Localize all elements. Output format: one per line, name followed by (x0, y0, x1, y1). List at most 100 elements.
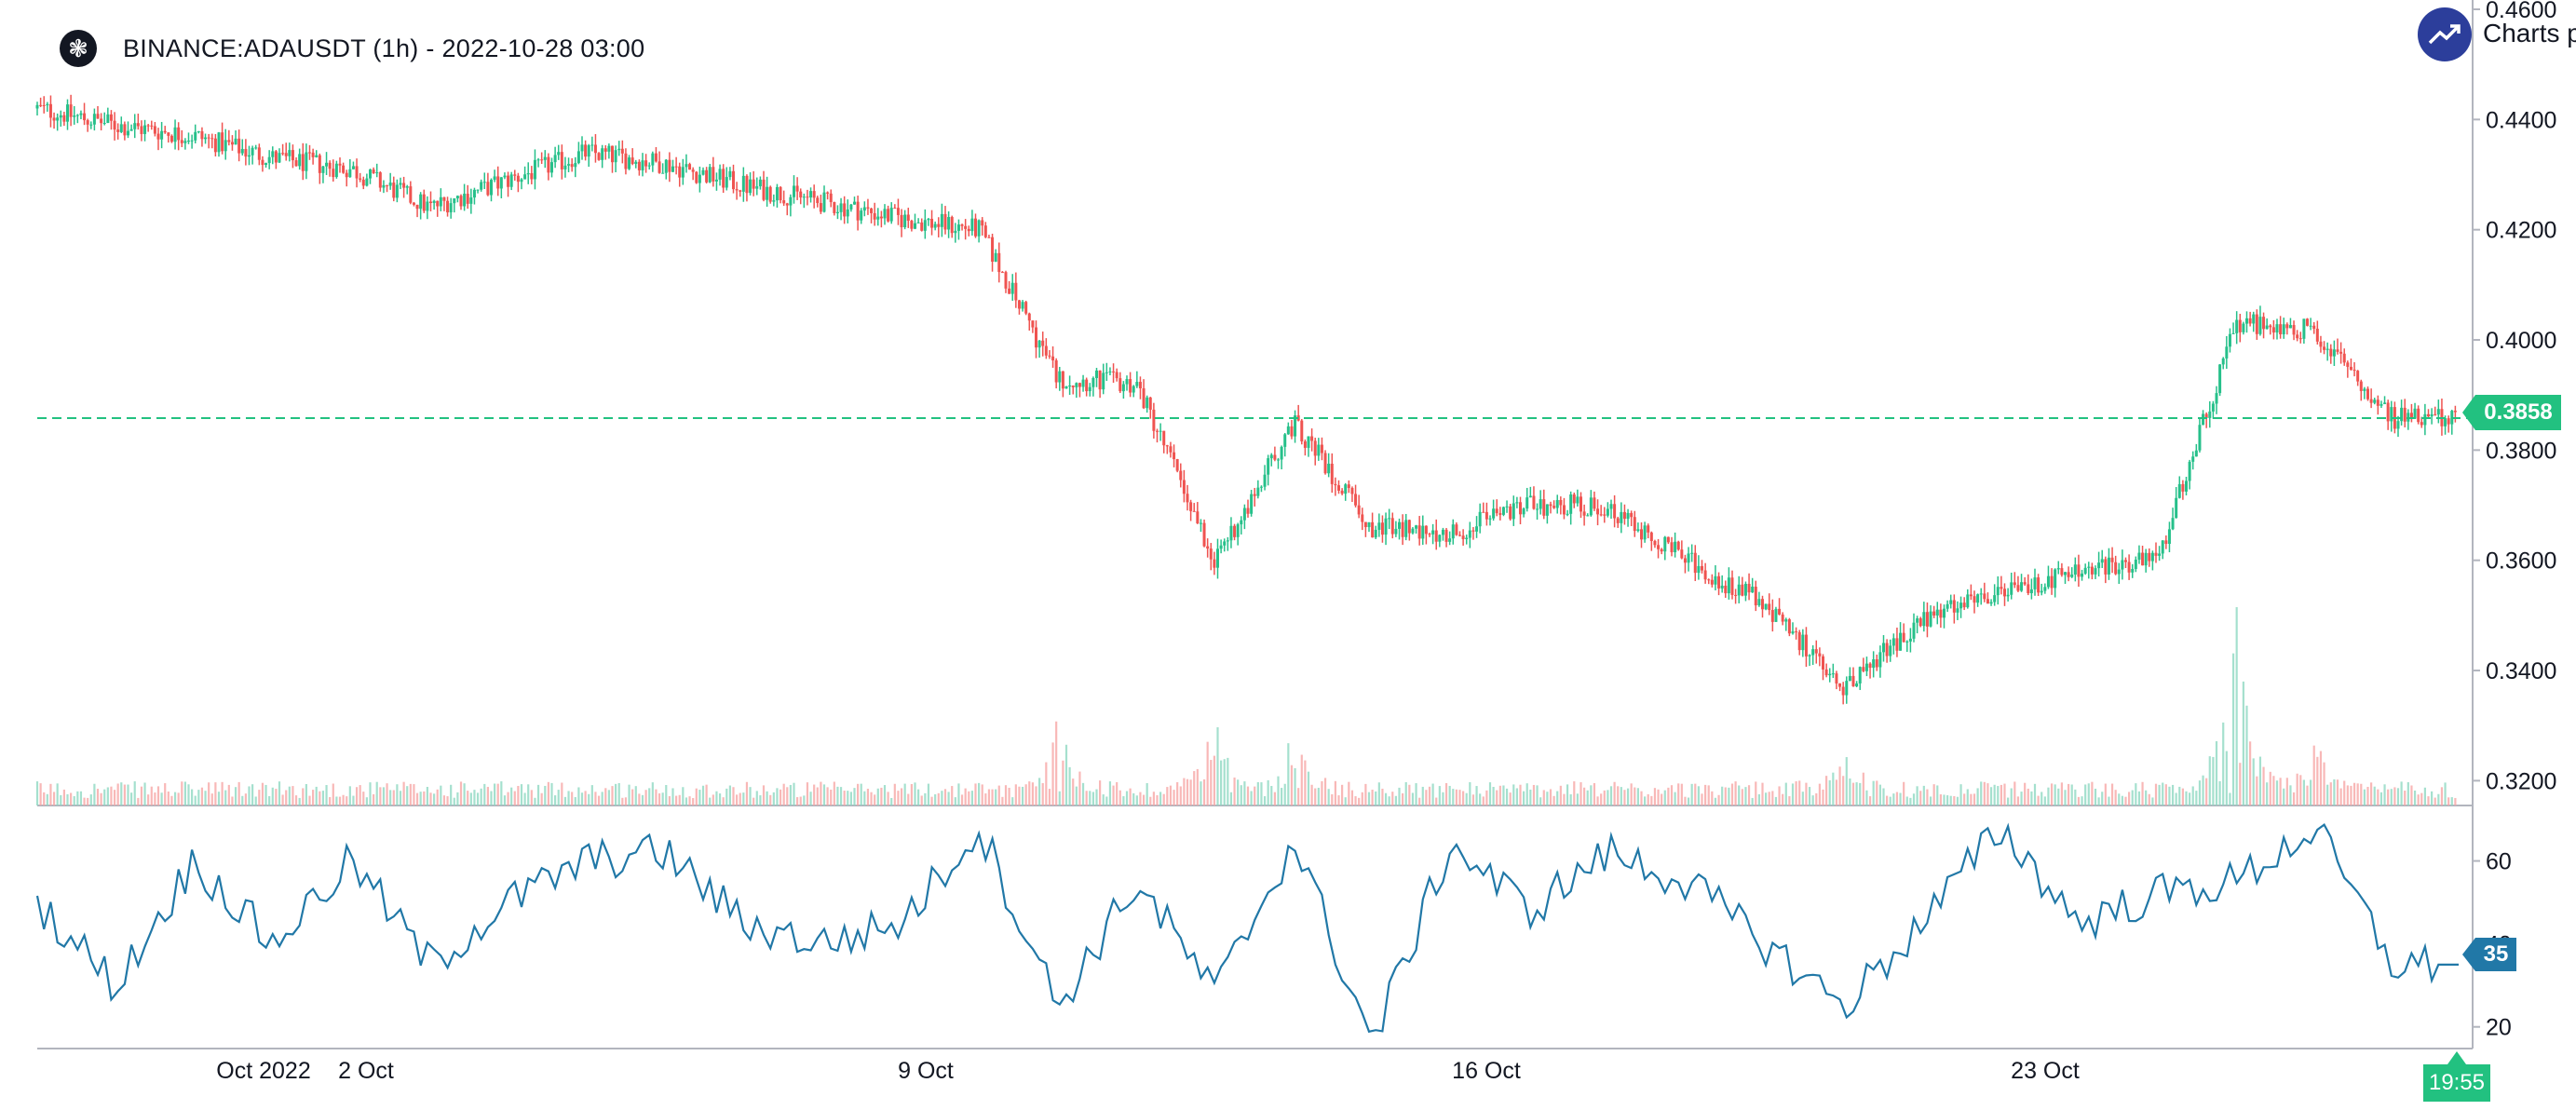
candle-body (1851, 675, 1855, 686)
candle-body (1267, 458, 1270, 475)
candle-body (56, 117, 60, 121)
candle-body (2097, 562, 2101, 569)
candle-body (291, 150, 294, 161)
candle-body (496, 176, 500, 189)
candle-body (816, 197, 820, 204)
brand-text[interactable]: Charts p (2483, 19, 2576, 47)
candle-body (2269, 325, 2272, 328)
candle-body (89, 124, 93, 126)
candle-body (688, 164, 692, 170)
candle-body (1240, 520, 1243, 525)
candle-body (197, 131, 200, 133)
candle-body (507, 175, 510, 187)
candle-body (1899, 632, 1903, 651)
candle-body (1633, 517, 1636, 532)
candle-body (2023, 582, 2027, 585)
candle-body (2016, 585, 2020, 591)
candle-body (974, 218, 977, 237)
candle-body (412, 202, 415, 205)
candle-body (540, 159, 544, 161)
candle-body (1922, 612, 1926, 627)
trend-up-icon[interactable] (2418, 7, 2472, 61)
candle-body (1764, 603, 1768, 610)
candle-body (870, 208, 874, 213)
candle-body (1976, 594, 1980, 603)
candle-body (2104, 559, 2108, 575)
candle-body (1576, 496, 1579, 504)
candle-body (1640, 529, 1643, 540)
price-tick-label: 0.3600 (2486, 548, 2556, 575)
candle-body (2427, 413, 2430, 417)
candle-body (1119, 378, 1122, 392)
candle-body (1761, 599, 1764, 610)
candle-body (1751, 587, 1755, 593)
candle-body (2081, 573, 2084, 577)
time-tick-label: 23 Oct (2011, 1058, 2080, 1084)
candle-body (1407, 520, 1411, 534)
candle-body (402, 183, 406, 188)
candle-body (1993, 595, 1997, 602)
candle-body (173, 127, 177, 142)
candle-body (251, 147, 254, 156)
candle-body (940, 213, 943, 227)
candle-body (624, 153, 628, 169)
candle-body (2336, 349, 2339, 352)
candle-body (2077, 564, 2081, 577)
candle-body (42, 105, 46, 107)
candle-body (910, 221, 914, 229)
candle-body (1885, 643, 1889, 657)
candle-body (997, 252, 1001, 273)
candle-body (1872, 659, 1876, 669)
candle-body (1250, 494, 1254, 514)
candle-body (937, 223, 941, 227)
candle-body (1932, 611, 1936, 616)
candle-body (1882, 643, 1885, 653)
candle-body (1962, 602, 1966, 608)
candle-body (2363, 388, 2366, 391)
candle-body (1768, 603, 1771, 611)
candle-body (1973, 596, 1976, 603)
candle-body (2185, 481, 2188, 492)
candle-body (1818, 653, 1822, 657)
candle-body (1680, 549, 1684, 559)
candle-body (39, 104, 43, 106)
candle-body (620, 148, 624, 154)
candle-body (1710, 579, 1714, 585)
candle-body (79, 113, 83, 115)
candle-body (1175, 459, 1179, 471)
candle-body (2191, 456, 2195, 462)
candle-body (2262, 317, 2266, 330)
candle-body (873, 212, 876, 220)
candle-body (1891, 638, 1895, 646)
candle-body (2037, 577, 2040, 593)
candle-body (1010, 282, 1014, 294)
candle-body (2033, 577, 2037, 589)
candle-body (321, 166, 325, 173)
candle-body (169, 135, 173, 142)
candle-body (879, 216, 883, 219)
candle-body (668, 159, 671, 172)
candle-body (1179, 470, 1183, 481)
candle-body (1294, 415, 1297, 437)
candle-body (2453, 411, 2457, 413)
candle-body (1132, 386, 1135, 393)
candle-body (732, 170, 735, 190)
trend-up-icon-glyph (2428, 24, 2461, 45)
candle-body (2067, 572, 2070, 577)
candle-body (1091, 377, 1095, 387)
candle-body (2420, 422, 2423, 426)
candle-body (1902, 632, 1905, 643)
candle-body (826, 192, 830, 194)
candle-body (177, 127, 181, 141)
candle-body (1411, 528, 1415, 534)
candle-body (1501, 507, 1505, 515)
candle-body (1146, 397, 1149, 409)
candle-body (1035, 327, 1037, 348)
candle-body (1528, 495, 1532, 498)
candle-body (2164, 540, 2168, 545)
candle-body (739, 190, 742, 192)
candle-body (422, 194, 426, 211)
candle-body (637, 161, 641, 170)
candle-body (213, 138, 217, 153)
